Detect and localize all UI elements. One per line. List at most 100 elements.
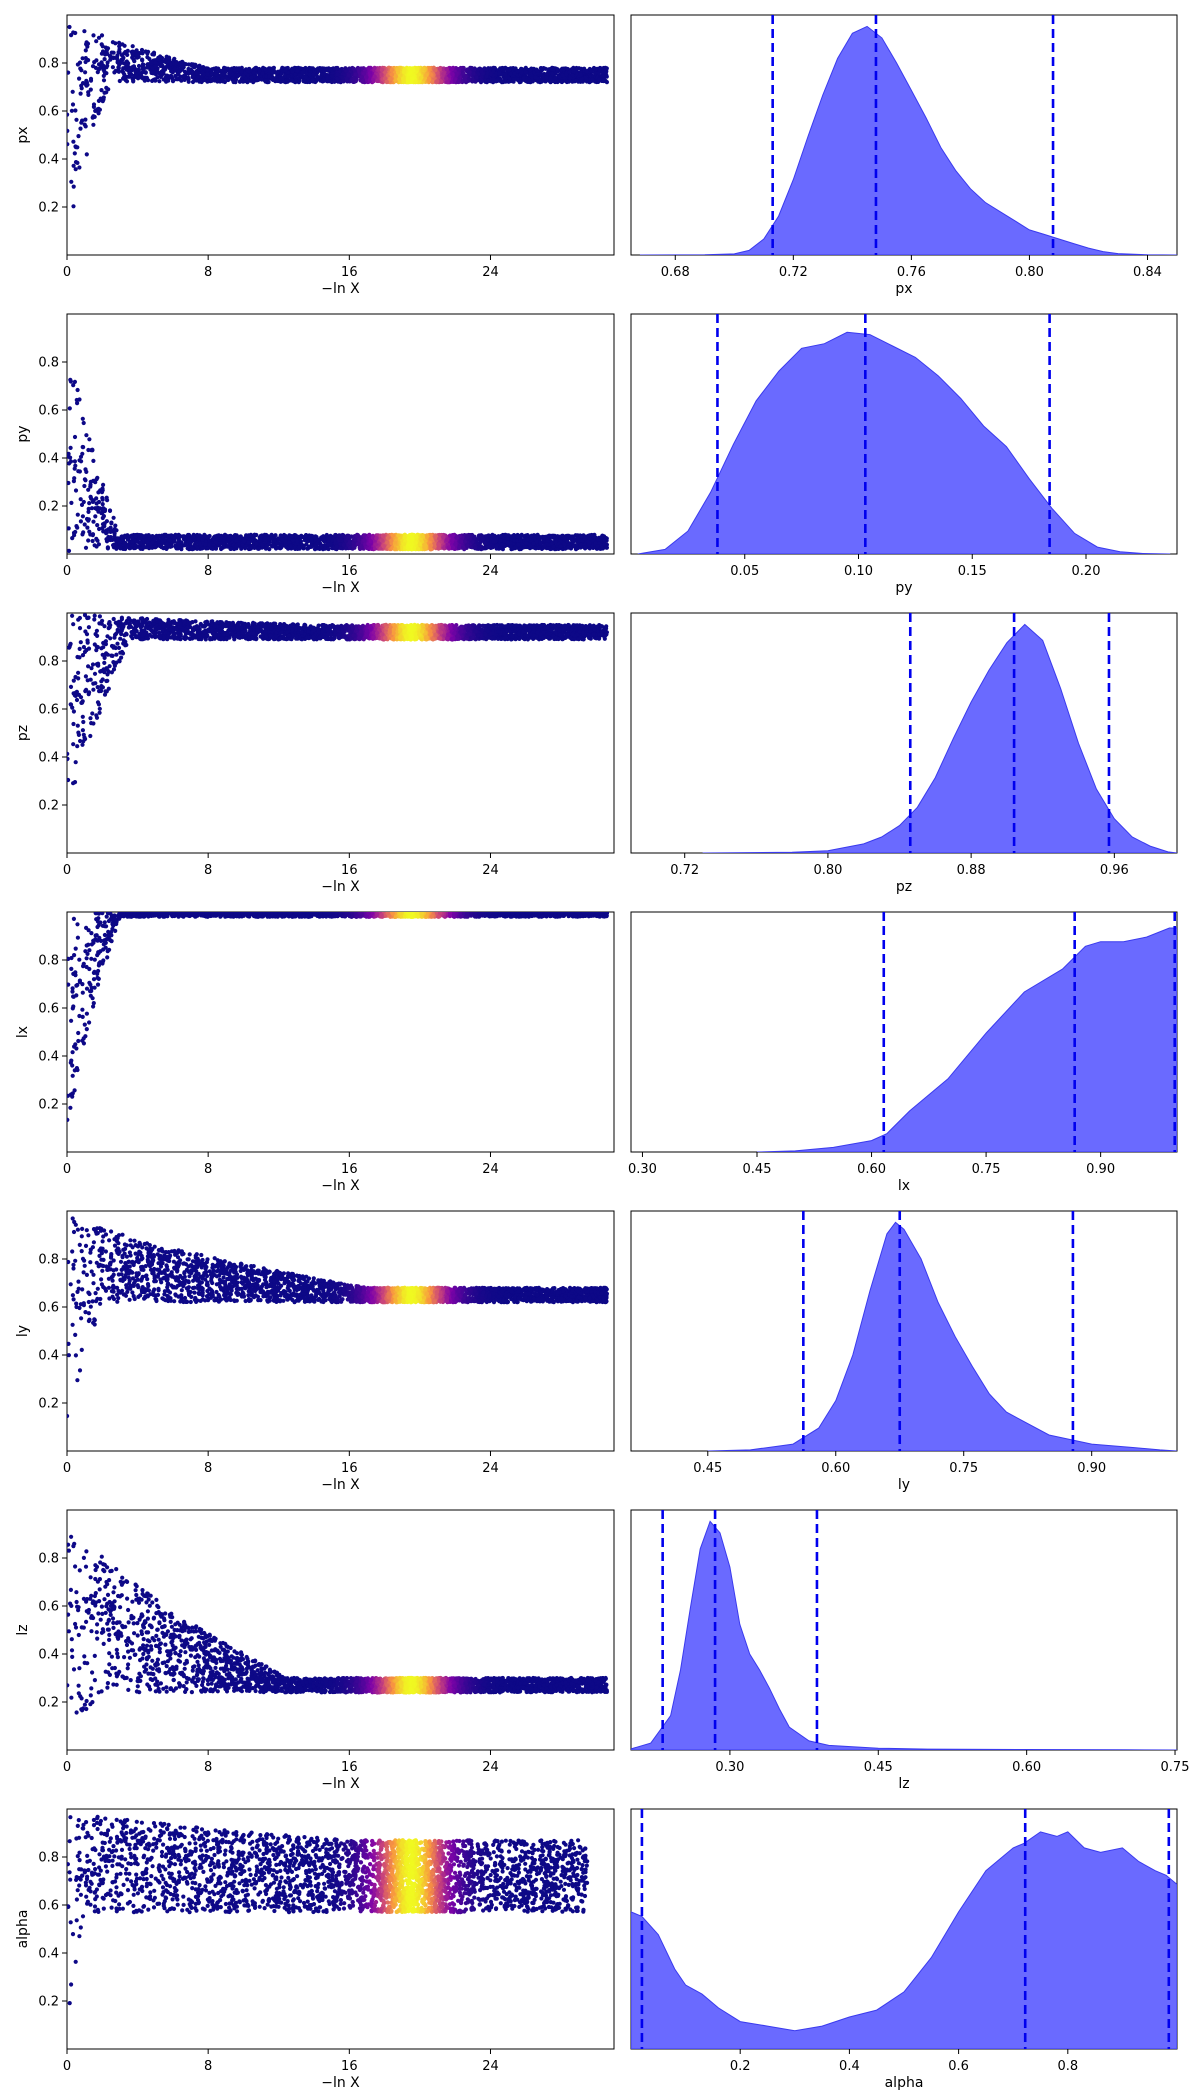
scatter-point (157, 79, 162, 84)
scatter-py-ylabel: py (15, 425, 31, 442)
scatter-point (111, 55, 116, 61)
scatter-point (271, 76, 276, 81)
scatter-point (259, 77, 264, 82)
scatter-point (550, 65, 555, 70)
scatter-point (539, 79, 544, 84)
scatter-point (541, 66, 546, 71)
scatter-point (512, 71, 517, 76)
scatter-point (251, 70, 256, 75)
scatter-point (134, 67, 139, 73)
scatter-point (88, 484, 93, 489)
scatter-point (71, 184, 76, 189)
scatter-px-xlabel: −ln X (321, 281, 360, 297)
scatter-point (353, 72, 359, 77)
scatter-point (467, 70, 472, 75)
scatter-point (567, 69, 573, 74)
scatter-point (507, 68, 512, 73)
scatter-point (169, 69, 174, 74)
scatter-point (79, 86, 84, 91)
scatter-point (153, 64, 158, 69)
scatter-point (193, 63, 198, 68)
scatter-point (105, 51, 110, 57)
scatter-point (91, 114, 96, 119)
scatter-point (130, 52, 135, 57)
scatter-px-xtick-label: 8 (204, 265, 212, 280)
scatter-point (517, 68, 523, 73)
scatter-point (310, 77, 315, 82)
scatter-point (88, 76, 94, 81)
scatter-point (289, 78, 295, 83)
scatter-point (99, 62, 105, 67)
scatter-point (546, 67, 551, 72)
scatter-point (589, 68, 594, 73)
scatter-point (115, 60, 120, 65)
scatter-point (221, 79, 226, 84)
scatter-point (94, 544, 99, 549)
scatter-point (230, 76, 235, 81)
scatter-point (236, 73, 241, 78)
kde-px-plot (639, 15, 1177, 255)
scatter-point (122, 72, 127, 77)
scatter-point (104, 65, 109, 70)
scatter-point (488, 71, 493, 77)
scatter-point (117, 47, 122, 52)
scatter-point (335, 76, 340, 81)
scatter-point (427, 66, 432, 71)
scatter-point (512, 77, 517, 82)
scatter-point (85, 41, 91, 46)
scatter-point (75, 401, 80, 406)
scatter-point (332, 79, 337, 84)
kde-px-xtick-label: 0.68 (661, 265, 690, 280)
scatter-point (418, 75, 424, 81)
scatter-point (559, 79, 565, 84)
scatter-panel-py: 0 8 16 240.20.40.60.8−ln Xpy (15, 313, 615, 596)
scatter-point (96, 111, 101, 116)
scatter-point (450, 72, 455, 77)
scatter-point (517, 80, 522, 85)
scatter-point (72, 151, 77, 156)
scatter-point (406, 75, 411, 81)
scatter-point (139, 47, 145, 53)
scatter-point (83, 48, 88, 53)
scatter-point (117, 78, 122, 84)
scatter-point (408, 70, 413, 75)
scatter-point (110, 40, 115, 45)
scatter-point (550, 71, 555, 77)
scatter-point (601, 77, 607, 82)
scatter-point (80, 118, 85, 123)
scatter-point (456, 79, 461, 85)
scatter-point (544, 75, 549, 80)
kde-px-xlabel: px (895, 281, 912, 297)
scatter-point (69, 108, 74, 113)
scatter-point (571, 69, 576, 74)
scatter-point (95, 523, 100, 528)
scatter-point (75, 160, 80, 165)
scatter-point (78, 497, 83, 502)
scatter-point (414, 66, 420, 71)
scatter-point (95, 70, 100, 75)
scatter-point (388, 76, 393, 82)
scatter-point (73, 488, 79, 493)
scatter-point (411, 68, 416, 73)
scatter-point (73, 108, 78, 113)
scatter-point (523, 69, 528, 75)
scatter-point (140, 57, 145, 62)
scatter-point (548, 80, 553, 85)
scatter-point (484, 74, 489, 79)
scatter-point (445, 79, 450, 85)
scatter-point (444, 76, 449, 81)
scatter-point (156, 57, 161, 62)
kde-px-xtick-label: 0.84 (1133, 265, 1162, 280)
scatter-point (168, 62, 173, 67)
scatter-point (117, 50, 122, 55)
scatter-point (251, 80, 256, 85)
scatter-point (302, 78, 308, 83)
scatter-point (102, 524, 107, 529)
scatter-point (395, 67, 401, 72)
scatter-py-xtick-label: 16 (341, 564, 358, 579)
scatter-point (307, 72, 313, 77)
scatter-point (78, 519, 83, 524)
scatter-point (172, 66, 177, 71)
scatter-point (367, 78, 373, 83)
scatter-panel-px: 0 8 16 240.20.40.60.8−ln Xpx (15, 14, 615, 297)
